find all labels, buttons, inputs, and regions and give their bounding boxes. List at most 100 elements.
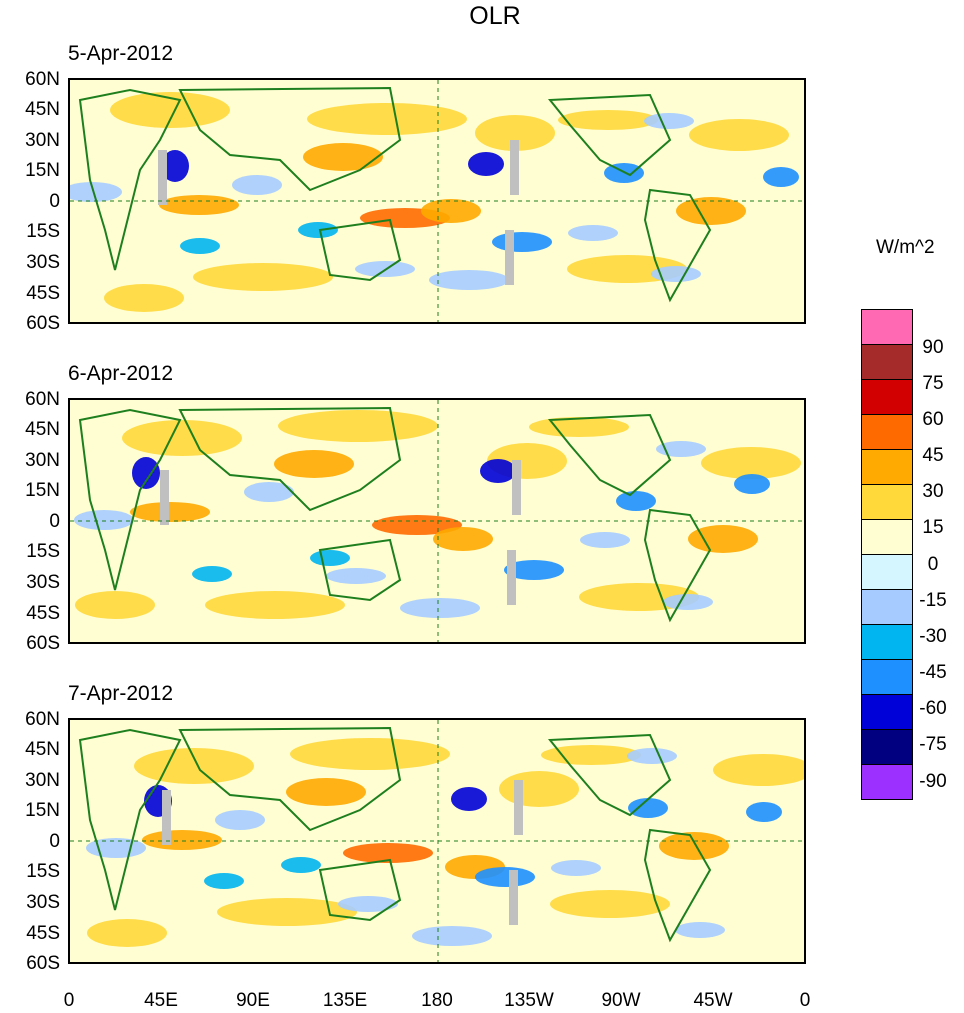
lon-label: 90W [601, 990, 641, 1011]
anomaly-region [274, 450, 354, 478]
panel-date-1: 5-Apr-2012 [68, 42, 174, 65]
colorbar-swatch [861, 764, 913, 800]
colorbar-swatch [861, 694, 913, 730]
colorbar-label: -30 [919, 626, 947, 647]
lat-label: 15S [26, 861, 60, 882]
lat-label: 15N [25, 800, 60, 821]
coastline [318, 218, 402, 282]
anomaly-region [180, 238, 220, 254]
lat-label: 30S [26, 252, 60, 273]
lat-label: 30S [26, 572, 60, 593]
lon-label: 90E [236, 990, 270, 1011]
anomaly-region [568, 225, 618, 241]
missing-data [158, 150, 167, 205]
lon-label: 135W [504, 990, 554, 1011]
lat-label: 60N [25, 389, 60, 410]
lat-label: 60N [25, 69, 60, 90]
anomaly-region [298, 222, 338, 238]
coastline [178, 406, 402, 512]
anomaly-region [734, 474, 770, 494]
anomaly-region [75, 591, 155, 619]
anomaly-region [656, 441, 706, 457]
colorbar-label: -45 [919, 662, 947, 683]
figure-title: OLR [469, 2, 521, 30]
anomaly-region [159, 195, 239, 215]
lat-label: 15N [25, 480, 60, 501]
anomaly-region [244, 482, 294, 502]
anomaly-region [475, 867, 535, 887]
colorbar-swatch [861, 624, 913, 660]
anomaly-region [504, 560, 564, 580]
anomaly-region [193, 263, 333, 291]
anomaly-region [290, 738, 450, 770]
anomaly-region [307, 103, 467, 135]
map-field-2 [70, 400, 804, 642]
map-field-1 [70, 80, 804, 322]
anomaly-region [551, 860, 601, 876]
missing-data [514, 780, 523, 835]
anomaly-region [429, 270, 509, 290]
coastline [78, 88, 182, 271]
anomaly-region [688, 525, 758, 553]
anomaly-region [616, 491, 656, 511]
lat-label: 30N [25, 130, 60, 151]
anomaly-region [205, 591, 345, 619]
anomaly-region [675, 922, 725, 938]
anomaly-region [412, 926, 492, 946]
anomaly-region [372, 515, 462, 535]
missing-data [509, 870, 518, 925]
colorbar-label: 75 [922, 373, 944, 394]
anomaly-region [676, 197, 746, 225]
colorbar-label: 30 [922, 481, 944, 502]
lat-label: 60S [26, 313, 60, 334]
missing-data [507, 550, 516, 605]
lat-label: 0 [49, 831, 60, 852]
anomaly-region [74, 510, 134, 530]
colorbar-swatch [861, 414, 913, 450]
anomaly-region [132, 457, 160, 489]
anomaly-region [87, 919, 167, 947]
panel-date-2: 6-Apr-2012 [68, 362, 174, 385]
anomaly-region [192, 566, 232, 582]
anomaly-region [701, 447, 801, 479]
colorbar-swatch [861, 344, 913, 380]
anomaly-region [628, 798, 668, 818]
anomaly-region [480, 459, 516, 483]
lat-label: 45S [26, 283, 60, 304]
lat-label: 45N [25, 99, 60, 120]
anomaly-region [310, 550, 350, 566]
lat-label: 30N [25, 770, 60, 791]
anomaly-region [746, 802, 782, 822]
anomaly-region [550, 890, 670, 918]
anomaly-region [338, 896, 398, 912]
colorbar-swatch [861, 554, 913, 590]
anomaly-region [286, 778, 366, 806]
colorbar-swatch [861, 484, 913, 520]
anomaly-region [492, 232, 552, 252]
anomaly-region [433, 527, 493, 551]
coastline [643, 508, 712, 623]
anomaly-region [468, 152, 504, 176]
colorbar-label: 90 [922, 337, 944, 358]
missing-data [512, 460, 521, 515]
anomaly-region [303, 143, 383, 171]
anomaly-region [134, 748, 254, 784]
map-panel-1 [68, 78, 806, 324]
coastline [643, 188, 712, 303]
lat-label: 60N [25, 709, 60, 730]
coastline [547, 93, 672, 177]
anomaly-region [122, 420, 242, 456]
lat-label: 45N [25, 419, 60, 440]
colorbar-label: -75 [919, 734, 947, 755]
anomaly-region [217, 898, 357, 926]
colorbar [861, 309, 913, 800]
anomaly-region [343, 843, 433, 863]
lat-label: 30S [26, 892, 60, 913]
anomaly-region [142, 830, 222, 850]
colorbar-label: -60 [919, 698, 947, 719]
coastline [643, 828, 712, 943]
coastline [178, 86, 402, 192]
anomaly-region [400, 598, 480, 618]
lat-label: 15S [26, 221, 60, 242]
anomaly-region [130, 502, 210, 522]
